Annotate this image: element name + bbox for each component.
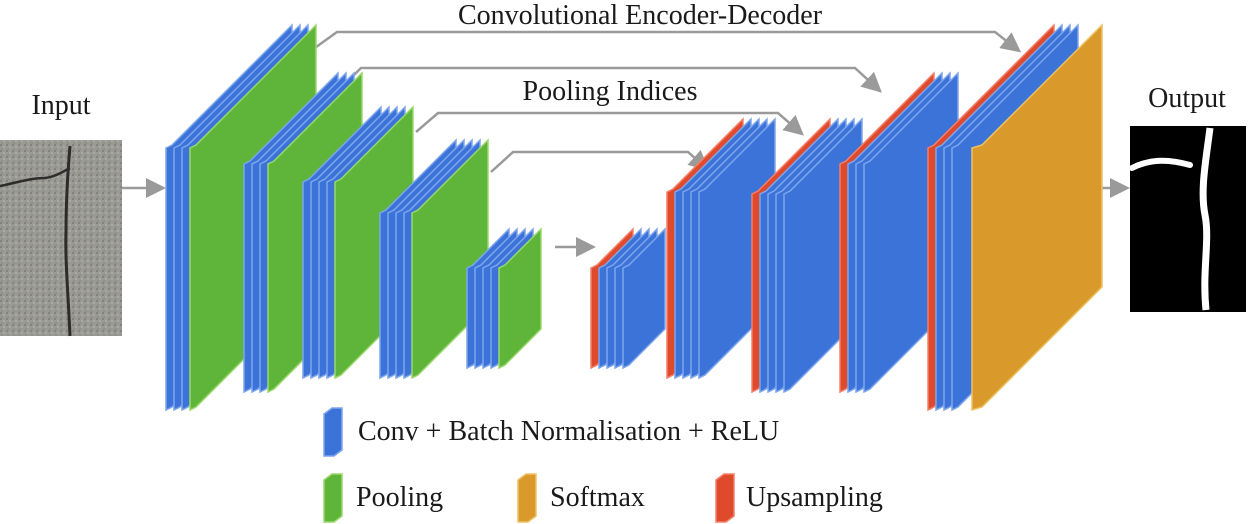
skip-arrow-4 [490, 149, 709, 173]
legend-pooling-label: Pooling [356, 482, 444, 513]
legend-conv-label: Conv + Batch Normalisation + ReLU [358, 416, 780, 447]
output-mask [1129, 126, 1246, 312]
decoder-1-layer-5 [971, 23, 1103, 412]
legend-swatches [323, 407, 735, 523]
decoder-5-layer-5 [622, 227, 666, 370]
legend-swatch-conv [323, 407, 343, 457]
output-label: Output [1148, 83, 1226, 114]
legend-upsampling-label: Upsampling [746, 482, 883, 513]
skip-arrow-3 [415, 111, 805, 136]
pooling-indices-title: Pooling Indices [522, 76, 698, 107]
legend-swatch-upsample [715, 473, 735, 523]
encoder-5-layer-5 [498, 227, 542, 370]
network-layers [165, 23, 1103, 412]
legend-softmax-label: Softmax [550, 482, 645, 513]
legend-swatch-pool [323, 473, 343, 523]
legend-swatch-softmax [517, 473, 537, 523]
input-label: Input [31, 90, 91, 121]
skip-arrow-1 [311, 30, 1022, 53]
encoder-decoder-title: Convolutional Encoder-Decoder [457, 0, 823, 31]
input-image [0, 140, 122, 337]
